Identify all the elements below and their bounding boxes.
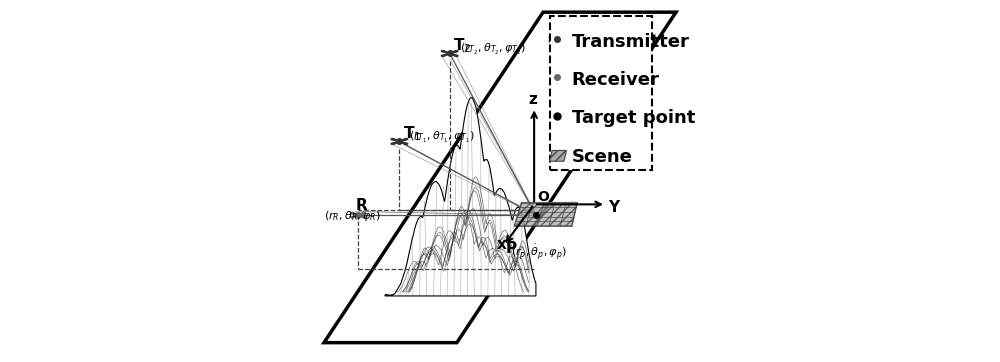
Text: Transmitter: Transmitter [572, 33, 690, 51]
Polygon shape [385, 97, 536, 296]
Polygon shape [550, 151, 566, 161]
Polygon shape [324, 12, 676, 343]
Text: O: O [537, 190, 549, 205]
Text: Y: Y [608, 199, 619, 215]
FancyBboxPatch shape [550, 16, 652, 170]
Polygon shape [514, 203, 577, 226]
Text: z: z [529, 92, 538, 107]
Text: Receiver: Receiver [572, 71, 660, 89]
Text: $\mathbf{R}$: $\mathbf{R}$ [355, 197, 368, 213]
Text: $(r_{T_2}, \theta_{T_2}, \varphi_{T_2})$: $(r_{T_2}, \theta_{T_2}, \varphi_{T_2})$ [460, 42, 526, 57]
Text: Scene: Scene [572, 148, 633, 166]
Text: $(r_p, \dot{\theta}_p, \varphi_p)$: $(r_p, \dot{\theta}_p, \varphi_p)$ [511, 243, 567, 262]
Text: Target point: Target point [572, 109, 695, 127]
Text: $\mathbf{T}_1$: $\mathbf{T}_1$ [403, 124, 421, 143]
Text: $\mathbf{T}_2$: $\mathbf{T}_2$ [453, 36, 472, 55]
Text: $\mathbf{P}$: $\mathbf{P}$ [505, 240, 518, 256]
Text: $(r_{T_1}, \theta_{T_1}, \varphi_{T_1})$: $(r_{T_1}, \theta_{T_1}, \varphi_{T_1})$ [409, 130, 476, 145]
Text: x: x [496, 237, 506, 252]
Text: $(r_R, \theta_R, \varphi_R)$: $(r_R, \theta_R, \varphi_R)$ [324, 209, 381, 223]
